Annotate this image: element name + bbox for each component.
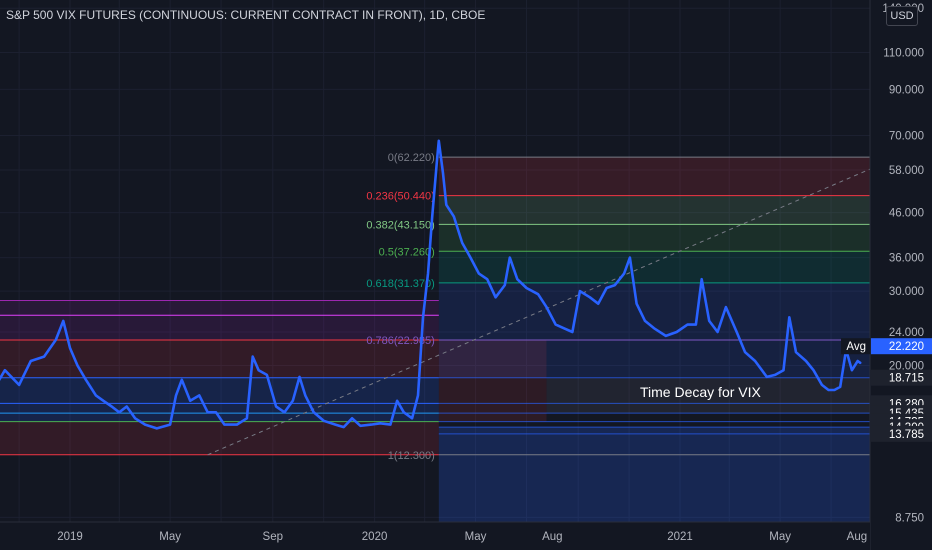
y-tick-label: 70.000 bbox=[889, 130, 924, 142]
fib-zone-0 bbox=[438, 157, 870, 196]
price-labels: 22.220Avg18.71516.28015.43514.73514.3001… bbox=[841, 338, 932, 442]
fib-label: 1(12.300) bbox=[388, 450, 435, 462]
horizontal-lines bbox=[0, 299, 870, 456]
avg-label-box bbox=[841, 338, 870, 355]
time-axis[interactable]: 2019 May Sep 2020 May Aug 2021 May Aug bbox=[0, 521, 870, 550]
y-tick-label: 24.000 bbox=[889, 327, 924, 339]
fib-zone-4 bbox=[438, 282, 870, 378]
price-label-box bbox=[871, 425, 932, 442]
price-label-box bbox=[871, 338, 932, 355]
price-axis-bg bbox=[870, 0, 932, 550]
zone-gray bbox=[546, 377, 870, 414]
fib-label: 0(62.220) bbox=[388, 152, 435, 164]
fib-label: 0.786(22.985) bbox=[366, 335, 435, 347]
x-tick-label: Aug bbox=[542, 531, 562, 543]
zone-blue-bottom bbox=[438, 427, 870, 522]
price-label-value: 13.785 bbox=[889, 429, 924, 441]
y-tick-label: 20.000 bbox=[889, 361, 924, 373]
fib-zone-2 bbox=[438, 224, 870, 252]
y-tick-label: 58.000 bbox=[889, 165, 924, 177]
y-tick-label: 110.000 bbox=[883, 47, 924, 59]
fib-retracement[interactable]: 0(62.220) 0.236(50.440) 0.382(43.150) 0.5(3… bbox=[207, 152, 871, 462]
price-label-value: 22.220 bbox=[889, 341, 924, 353]
chart-title: S&P 500 VIX FUTURES (CONTINUOUS: CURRENT… bbox=[6, 8, 486, 22]
zone-red-bottom bbox=[0, 421, 439, 455]
y-tick-label: 36.000 bbox=[889, 253, 924, 265]
vix-series-line bbox=[0, 139, 862, 430]
x-tick-label: May bbox=[159, 531, 181, 543]
x-tick-label: 2020 bbox=[362, 531, 388, 543]
fib-label: 0.236(50.440) bbox=[366, 191, 435, 203]
series-line bbox=[0, 139, 862, 430]
zone-red-left bbox=[0, 339, 439, 378]
fib-label: 0.618(31.370) bbox=[366, 278, 435, 290]
fib-label: 0.5(37.260) bbox=[379, 246, 435, 258]
x-tick-label: Aug bbox=[847, 531, 867, 543]
annotation-text[interactable]: Time Decay for VIX bbox=[640, 384, 762, 400]
y-tick-label: 30.000 bbox=[889, 286, 924, 298]
fib-zone-3 bbox=[438, 251, 870, 283]
avg-label: Avg bbox=[846, 341, 866, 353]
x-tick-label: 2019 bbox=[57, 531, 83, 543]
y-tick-label: 46.000 bbox=[889, 208, 924, 220]
zones bbox=[0, 157, 870, 522]
price-axis[interactable]: 140.000110.00090.00070.00058.00046.00036… bbox=[869, 0, 932, 550]
price-label-box bbox=[871, 369, 932, 386]
fib-zone-5 bbox=[438, 339, 547, 422]
x-tick-label: May bbox=[465, 531, 487, 543]
x-tick-label: May bbox=[769, 531, 791, 543]
fib-label: 0.382(43.150) bbox=[366, 219, 435, 231]
zone-purple bbox=[0, 300, 439, 340]
zone-blue-left bbox=[0, 377, 439, 422]
time-axis-bg bbox=[0, 522, 870, 550]
fib-trend-line bbox=[207, 168, 871, 456]
y-tick-label: 8.750 bbox=[895, 512, 924, 524]
fib-zone-1 bbox=[438, 195, 870, 225]
y-tick-label: 90.000 bbox=[889, 84, 924, 96]
x-tick-label: Sep bbox=[263, 531, 283, 543]
price-label-value: 18.715 bbox=[889, 373, 924, 385]
currency-button[interactable]: USD bbox=[886, 6, 918, 26]
x-tick-label: 2021 bbox=[667, 531, 693, 543]
